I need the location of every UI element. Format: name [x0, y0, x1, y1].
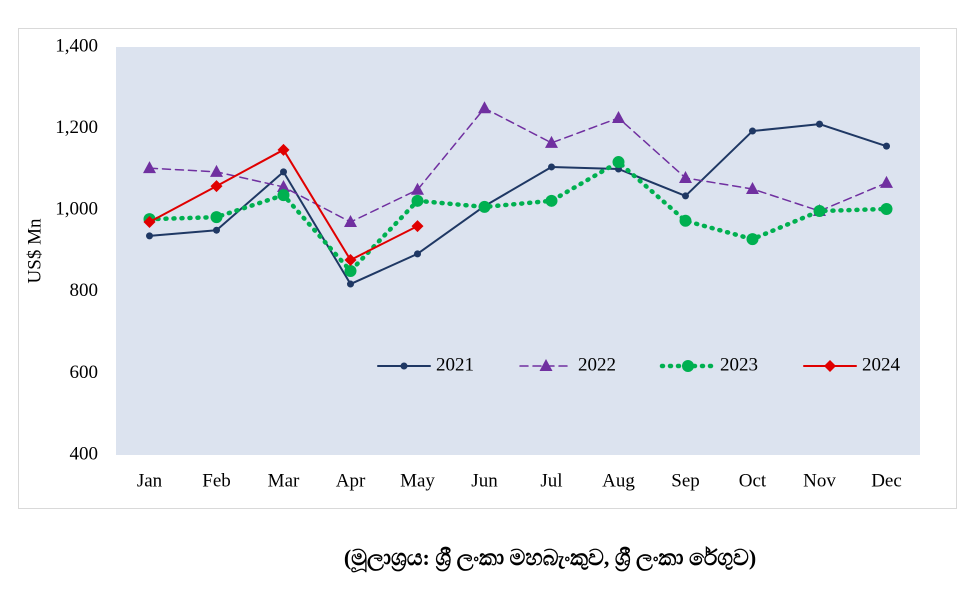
series-line	[147, 159, 889, 274]
x-tick-label: Aug	[602, 470, 635, 491]
point	[344, 264, 357, 277]
y-tick-label: 1,000	[55, 199, 98, 220]
point	[880, 202, 893, 215]
point	[347, 280, 354, 288]
legend-marker	[400, 362, 408, 370]
point	[548, 163, 555, 171]
point	[213, 226, 220, 234]
point	[816, 120, 823, 128]
y-tick-label: 800	[70, 280, 99, 301]
legend-label: 2023	[720, 354, 758, 375]
y-axis-label: US$ Mn	[24, 218, 45, 283]
point	[746, 233, 759, 246]
x-tick-label: Jan	[137, 470, 163, 491]
point	[411, 182, 424, 195]
point	[411, 194, 424, 207]
point	[344, 253, 357, 266]
point	[414, 250, 421, 258]
y-tick-label: 1,200	[55, 117, 98, 138]
x-tick-label: Oct	[739, 470, 767, 491]
y-tick-label: 1,400	[55, 35, 98, 56]
point	[679, 170, 692, 183]
series-line	[148, 107, 888, 223]
x-tick-label: Dec	[871, 470, 902, 491]
x-tick-label: May	[400, 470, 435, 491]
legend-marker	[824, 360, 836, 372]
point	[280, 168, 287, 176]
plot-area	[116, 47, 920, 455]
point	[210, 211, 223, 224]
point	[344, 215, 357, 228]
point	[545, 135, 558, 148]
x-tick-label: Feb	[202, 470, 231, 491]
legend-label: 2021	[436, 354, 474, 375]
point	[813, 205, 826, 218]
x-tick-label: Apr	[336, 470, 366, 491]
point	[146, 232, 153, 240]
point	[746, 181, 759, 194]
point	[545, 194, 558, 207]
x-tick-label: Sep	[671, 470, 700, 491]
point	[478, 200, 491, 213]
x-tick-label: Jun	[471, 470, 498, 491]
point	[749, 127, 756, 135]
point	[612, 110, 625, 123]
point	[880, 175, 893, 188]
y-tick-label: 600	[70, 362, 99, 383]
point	[210, 164, 223, 177]
x-tick-label: Mar	[268, 470, 300, 491]
point	[143, 216, 156, 229]
point	[612, 156, 625, 169]
legend-label: 2024	[862, 354, 901, 375]
legend-marker	[682, 360, 694, 372]
x-tick-label: Jul	[540, 470, 562, 491]
point	[277, 179, 290, 192]
point	[277, 143, 290, 156]
point	[411, 220, 424, 233]
point	[679, 214, 692, 227]
legend-marker	[539, 359, 553, 371]
point	[277, 189, 290, 202]
point	[143, 161, 156, 174]
series-line	[148, 123, 888, 286]
source-note: (මූලාශ්‍රය: ශ්‍රී ලංකා මහබැංකුව, ශ්‍රී ල…	[344, 545, 756, 573]
x-tick-label: Nov	[803, 470, 836, 491]
y-tick-label: 400	[70, 443, 99, 464]
legend-label: 2022	[578, 354, 616, 375]
point	[883, 142, 890, 150]
point	[682, 192, 689, 200]
point	[210, 180, 223, 193]
point	[478, 101, 491, 114]
